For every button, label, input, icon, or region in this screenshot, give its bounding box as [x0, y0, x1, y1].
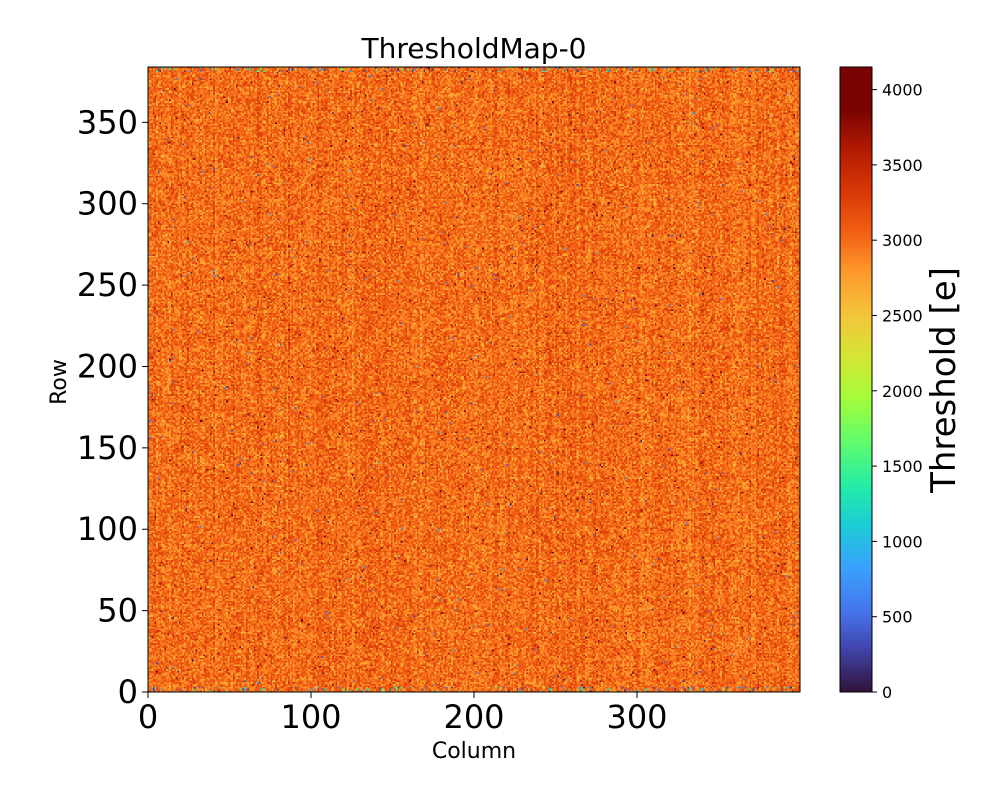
heatmap-cells-container — [148, 67, 800, 692]
heatmap-cells — [148, 67, 800, 692]
colorbar-tick-label: 3500 — [882, 156, 923, 175]
chart-title: ThresholdMap-0 — [361, 32, 587, 65]
y-axis-ticks: 0 50 100 150 200 250 300 350 — [77, 103, 148, 711]
x-tick-label: 0 — [138, 698, 158, 736]
y-tick-label: 100 — [77, 510, 138, 548]
colorbar-tick-label: 4000 — [882, 81, 923, 100]
colorbar-ticks: 0 500 1000 1500 2000 2500 3000 3500 4000 — [872, 81, 923, 702]
y-tick-label: 300 — [77, 185, 138, 223]
x-axis-ticks: 0 100 200 300 — [138, 692, 668, 736]
y-axis-label: Row — [47, 359, 72, 405]
x-tick-label: 300 — [606, 698, 667, 736]
y-tick-label: 250 — [77, 266, 138, 304]
y-tick-label: 200 — [77, 347, 138, 385]
colorbar-tick-label: 1500 — [882, 457, 923, 476]
colorbar-label: Threshold [e] — [924, 267, 964, 494]
y-tick-label: 50 — [97, 592, 138, 630]
x-axis-label: Column — [432, 739, 516, 764]
colorbar-tick-label: 0 — [882, 683, 892, 702]
colorbar-tick-label: 3000 — [882, 231, 923, 250]
y-tick-label: 350 — [77, 103, 138, 141]
colorbar-tick-label: 2500 — [882, 306, 923, 325]
colorbar — [839, 66, 873, 693]
x-tick-label: 100 — [280, 698, 341, 736]
colorbar-tick-label: 2000 — [882, 382, 923, 401]
x-tick-label: 200 — [443, 698, 504, 736]
colorbar-tick-label: 1000 — [882, 532, 923, 551]
colorbar-tick-label: 500 — [882, 608, 913, 627]
y-tick-label: 0 — [118, 673, 138, 711]
y-tick-label: 150 — [77, 429, 138, 467]
